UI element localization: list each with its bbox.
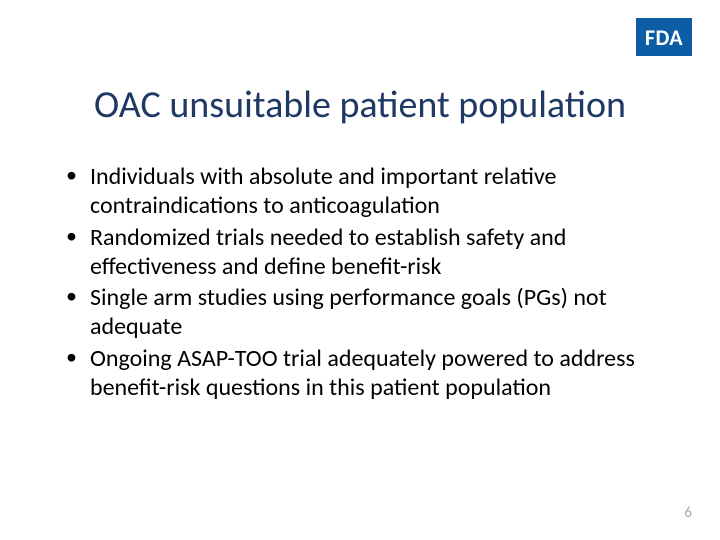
bullet-item: Ongoing ASAP-TOO trial adequately powere…: [66, 344, 660, 403]
bullet-list: Individuals with absolute and important …: [66, 162, 660, 404]
slide-title: OAC unsuitable patient population: [0, 82, 720, 128]
bullet-item: Individuals with absolute and important …: [66, 162, 660, 221]
page-number: 6: [684, 504, 692, 522]
bullet-item: Randomized trials needed to establish sa…: [66, 223, 660, 282]
bullet-item: Single arm studies using performance goa…: [66, 283, 660, 342]
logo-text: FDA: [645, 24, 683, 51]
fda-logo: FDA: [636, 18, 692, 56]
